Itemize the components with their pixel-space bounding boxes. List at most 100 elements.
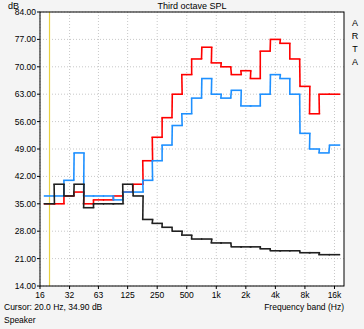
tick-label: 500 — [180, 290, 194, 300]
x-label: Frequency band (Hz) — [264, 302, 344, 312]
step-riser — [211, 79, 213, 95]
grid-line — [275, 12, 276, 286]
band-level — [84, 195, 94, 197]
series — [45, 184, 340, 254]
step-riser — [151, 137, 153, 160]
band-level — [113, 199, 123, 201]
band-level — [250, 105, 260, 107]
plot-frame — [40, 12, 344, 286]
band-level — [300, 86, 310, 88]
grid-line — [40, 231, 344, 232]
band-level — [182, 113, 192, 115]
band-level — [319, 152, 329, 154]
y-label: dB — [8, 1, 19, 11]
series — [45, 39, 340, 203]
band-level — [152, 223, 162, 225]
band-level — [330, 144, 340, 146]
band-level — [319, 254, 329, 256]
band-level — [133, 183, 143, 185]
band-level — [45, 203, 55, 205]
band-level — [143, 219, 153, 221]
step-riser — [201, 47, 203, 59]
step-riser — [122, 184, 124, 204]
band-level — [162, 117, 172, 119]
step-riser — [230, 90, 232, 98]
step-riser — [269, 39, 271, 51]
band-level — [143, 160, 153, 162]
band-level — [172, 125, 182, 127]
grid-line — [127, 12, 128, 286]
tick-label: 21.00 — [15, 254, 37, 264]
step-riser — [201, 79, 203, 99]
step-riser — [230, 67, 232, 75]
grid-line — [40, 203, 344, 204]
grid-line — [98, 12, 99, 286]
step-riser — [259, 94, 261, 106]
band-level — [104, 203, 114, 205]
band-level — [74, 191, 84, 193]
band-level — [290, 93, 300, 95]
cursor-readout: Cursor: 20.0 Hz, 34.90 dB — [4, 302, 103, 312]
step-riser — [161, 145, 163, 161]
band-level — [54, 183, 64, 185]
step-riser — [73, 184, 75, 196]
band-level — [143, 180, 153, 182]
band-level — [162, 226, 172, 228]
step-riser — [73, 153, 75, 180]
step-riser — [191, 59, 193, 75]
chart: 14.0021.0028.0035.0042.0049.0056.0063.00… — [0, 0, 364, 329]
grid-line — [304, 12, 305, 286]
band-level — [270, 39, 280, 41]
band-level — [123, 191, 133, 193]
tick-label: 63 — [94, 290, 104, 300]
title: Third octave SPL — [157, 1, 226, 11]
cursor-line — [49, 12, 50, 286]
band-level — [202, 78, 212, 80]
tick-label: 70.00 — [15, 62, 37, 72]
tick-label: 49.00 — [15, 144, 37, 154]
band-level — [241, 105, 251, 107]
band-level — [241, 70, 251, 72]
grid-line — [40, 258, 344, 259]
band-level — [113, 195, 123, 197]
band-level — [64, 195, 74, 197]
band-level — [290, 58, 300, 60]
grid-line — [40, 149, 344, 150]
grid-line — [40, 176, 344, 177]
band-level — [221, 242, 231, 244]
band-level — [310, 148, 320, 150]
band-level — [133, 191, 143, 193]
band-level — [182, 74, 192, 76]
annotation: Speaker — [4, 315, 36, 325]
grid-line — [334, 12, 335, 286]
band-level — [172, 230, 182, 232]
plot-area — [40, 12, 344, 286]
band-level — [231, 74, 241, 76]
band-level — [300, 133, 310, 135]
band-level — [250, 78, 260, 80]
band-level — [104, 195, 114, 197]
band-level — [74, 152, 84, 154]
step-riser — [151, 161, 153, 181]
band-level — [221, 97, 231, 99]
band-level — [211, 93, 221, 95]
band-level — [74, 183, 84, 185]
band-level — [162, 144, 172, 146]
band-level — [202, 46, 212, 48]
band-level — [54, 195, 64, 197]
series — [45, 75, 340, 200]
step-riser — [181, 75, 183, 95]
band-level — [290, 250, 300, 252]
band-level — [260, 50, 270, 52]
step-riser — [63, 196, 65, 204]
step-riser — [299, 59, 301, 86]
brand-letter: A — [352, 57, 358, 67]
band-level — [192, 58, 202, 60]
step-riser — [328, 145, 330, 153]
step-riser — [53, 184, 55, 204]
band-level — [94, 195, 104, 197]
step-riser — [309, 133, 311, 149]
band-level — [113, 203, 123, 205]
step-riser — [171, 126, 173, 146]
band-level — [172, 93, 182, 95]
